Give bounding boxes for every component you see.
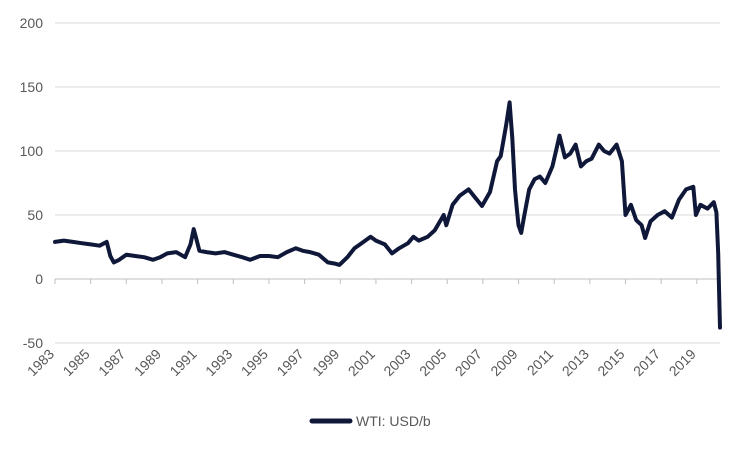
x-tick-label: 2015 [594, 346, 627, 379]
x-tick-label: 2019 [666, 346, 699, 379]
x-tick-label: 2011 [524, 346, 557, 379]
gridlines [55, 22, 720, 344]
x-axis [54, 278, 720, 284]
y-tick-label: 100 [20, 143, 44, 159]
x-tick-label: 1987 [95, 346, 128, 379]
x-tick-label: 1985 [59, 346, 92, 379]
x-tick-label: 2005 [416, 346, 449, 379]
x-tick-label: 2017 [630, 346, 663, 379]
x-tick-label: 1991 [166, 346, 199, 379]
x-axis-tick-labels: 1983 1985 1987 1989 1991 1993 1995 1997 1999 2001… [24, 346, 699, 379]
y-tick-label: 50 [27, 207, 43, 223]
legend-label-wti: WTI: USD/b [356, 413, 431, 429]
x-tick-label: 1995 [238, 346, 271, 379]
x-tick-label: 2001 [345, 346, 378, 379]
legend: WTI: USD/b [309, 413, 431, 429]
x-tick-label: 2013 [559, 346, 592, 379]
y-axis-tick-labels: -50 0 50 100 150 200 [20, 15, 44, 351]
x-tick-label: 1999 [309, 346, 342, 379]
y-tick-label: 150 [20, 79, 44, 95]
x-tick-label: 1993 [202, 346, 235, 379]
y-tick-label: 0 [35, 271, 43, 287]
y-tick-label: -50 [23, 335, 43, 351]
y-tick-label: 200 [20, 15, 44, 31]
x-tick-label: 2003 [380, 346, 413, 379]
series-line-0 [53, 100, 722, 330]
x-tick-label: 2007 [452, 346, 485, 379]
x-tick-label: 2009 [487, 346, 520, 379]
x-tick-label: 1997 [273, 346, 306, 379]
series-layer [53, 100, 722, 330]
x-tick-label: 1989 [131, 346, 164, 379]
